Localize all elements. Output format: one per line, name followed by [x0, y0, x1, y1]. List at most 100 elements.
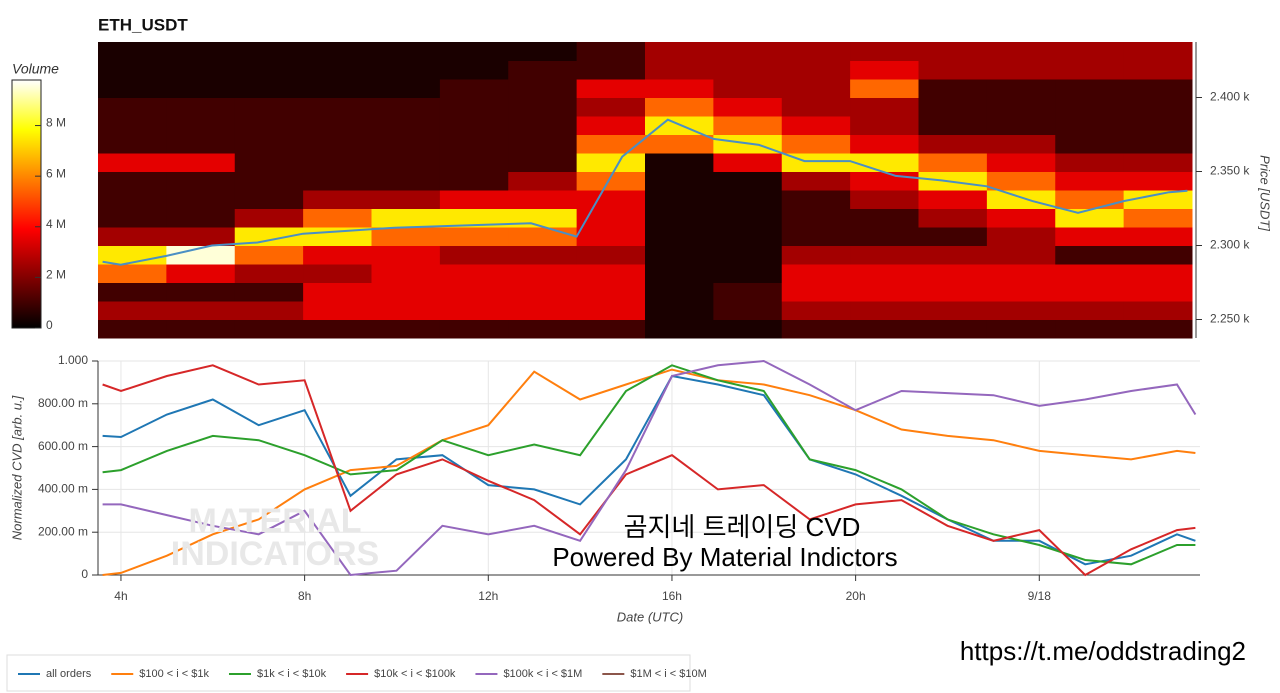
heat-cell: [303, 60, 372, 80]
y-axis-label: Normalized CVD [arb. u.]: [9, 395, 24, 540]
heat-cell: [508, 264, 578, 283]
heat-cell: [713, 153, 783, 172]
heat-cell: [98, 60, 167, 80]
y-tick-label: 2.300 k: [1210, 238, 1250, 252]
price-line: [102, 118, 1188, 266]
heat-cell: [303, 153, 372, 172]
y-tick-label: 200.00 m: [38, 524, 88, 538]
heat-cell: [1123, 134, 1193, 154]
heat-cell: [576, 227, 646, 246]
colorbar-tick-label: 6 M: [46, 166, 66, 180]
heat-cell: [303, 282, 372, 302]
heat-cell: [1123, 264, 1193, 283]
heat-cell: [439, 97, 509, 117]
heat-cell: [166, 301, 236, 320]
heat-cell: [371, 282, 441, 302]
heat-cell: [576, 264, 646, 283]
heat-cell: [1055, 227, 1125, 246]
y-tick-label: 0: [81, 567, 88, 581]
heat-cell: [234, 208, 304, 228]
heat-cell: [98, 227, 167, 246]
heat-cell: [439, 227, 509, 246]
heat-cell: [986, 79, 1056, 98]
heat-cell: [508, 282, 578, 302]
colorbar-tick-label: 4 M: [46, 217, 66, 231]
chart-title: ETH_USDT: [98, 15, 188, 34]
heat-cell: [850, 153, 919, 172]
heat-cell: [918, 153, 988, 172]
cvd-line: [102, 359, 1197, 577]
heat-cell: [781, 208, 851, 228]
heat-cell: [986, 245, 1056, 265]
heat-cell: [986, 282, 1056, 302]
heat-cell: [371, 153, 441, 172]
heat-cell: [303, 190, 372, 209]
legend-label: $1k < i < $10k: [257, 668, 327, 680]
heat-cell: [98, 264, 167, 283]
heat-cell: [850, 282, 919, 302]
link: https://t.me/oddstrading2: [960, 636, 1246, 666]
watermark-logo: MATERIAL: [188, 502, 361, 540]
heat-cell: [918, 245, 988, 265]
heat-cell: [986, 42, 1056, 61]
heat-cell: [645, 282, 714, 302]
heat-cell: [918, 97, 988, 117]
heat-cell: [986, 153, 1056, 172]
heat-cell: [918, 190, 988, 209]
heat-cell: [303, 134, 372, 154]
heat-cell: [166, 79, 236, 98]
heat-cell: [576, 42, 646, 61]
heat-cell: [713, 116, 783, 135]
heat-cell: [1123, 227, 1193, 246]
heat-cell: [1123, 245, 1193, 265]
colorbar-label: Volume: [12, 61, 59, 77]
heat-cell: [576, 79, 646, 98]
x-tick-label: 9/18: [1028, 589, 1052, 603]
heat-cell: [781, 171, 851, 191]
heat-cell: [713, 97, 783, 117]
heat-cell: [98, 134, 167, 154]
heat-cell: [1123, 301, 1193, 320]
colorbar-tick-label: 0: [46, 318, 53, 332]
heat-cell: [781, 245, 851, 265]
cvd-line: [102, 364, 1196, 566]
watermark-logo: INDICATORS: [171, 535, 379, 573]
heat-cell: [98, 190, 167, 209]
heat-cell: [166, 190, 236, 209]
heat-cell: [439, 134, 509, 154]
heat-cell: [166, 153, 236, 172]
y-tick-label: 2.250 k: [1210, 312, 1250, 326]
heat-cell: [781, 97, 851, 117]
heat-cell: [98, 282, 167, 302]
colorbar-tick-label: 8 M: [46, 116, 66, 130]
heat-cell: [1123, 171, 1193, 191]
heat-cell: [371, 97, 441, 117]
heatmap-plot: 2.250 k 2.300 k 2.350 k 2.400 k: [98, 42, 1250, 339]
heat-cell: [918, 264, 988, 283]
heat-cell: [781, 134, 851, 154]
heat-cell: [1055, 42, 1125, 61]
heat-cell: [918, 42, 988, 61]
heat-cell: [303, 208, 372, 228]
heat-cell: [508, 190, 578, 209]
heat-cell: [1123, 97, 1193, 117]
heat-cell: [1055, 245, 1125, 265]
legend: all orders $100 < i < $1k $1k < i < $10k $1…: [18, 668, 707, 680]
colorbar: [11, 79, 42, 329]
heat-cell: [166, 227, 236, 246]
x-tick-label: 12h: [478, 589, 498, 603]
heat-cell: [1055, 97, 1125, 117]
heat-cell: [303, 264, 372, 283]
heat-cell: [98, 319, 167, 339]
cvd-line: [102, 364, 1196, 577]
heat-cell: [303, 245, 372, 265]
heat-cell: [645, 171, 714, 191]
heat-cell: [850, 301, 919, 320]
heat-cell: [576, 60, 646, 80]
heat-cell: [850, 42, 919, 61]
heat-cell: [98, 208, 167, 228]
heat-cell: [508, 79, 578, 98]
heat-cell: [645, 245, 714, 265]
heat-cell: [1055, 171, 1125, 191]
heat-cell: [713, 227, 783, 246]
